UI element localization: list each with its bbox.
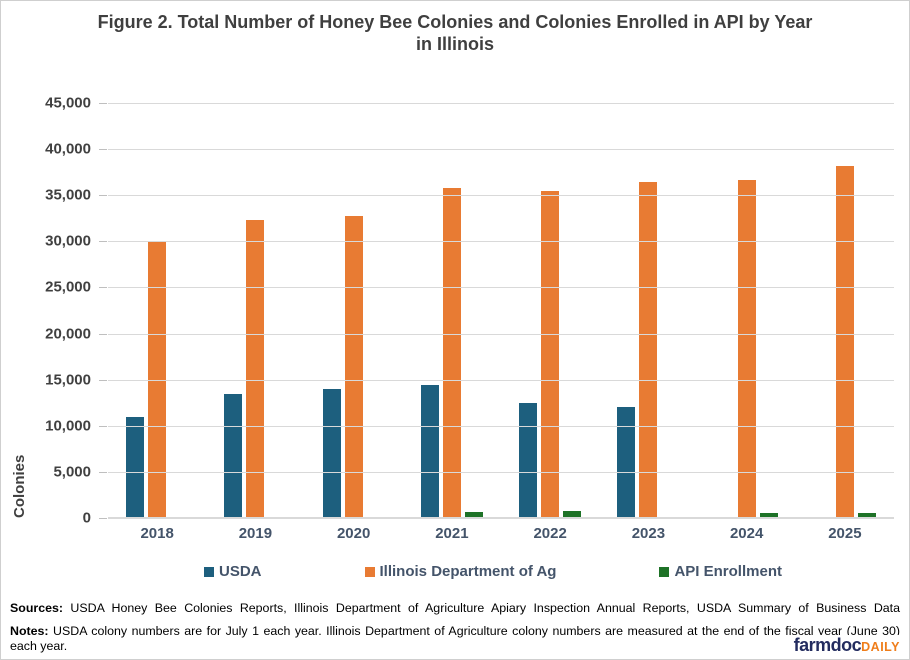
footer: Sources: USDA Honey Bee Colonies Reports…: [10, 601, 900, 653]
legend-swatch-illinois-dept-of-ag: [364, 566, 375, 577]
y-tick-mark-15000: [99, 379, 107, 381]
legend-swatch-usda: [204, 566, 214, 577]
legend-item-illinois-dept-of-ag: Illinois Department of Ag: [364, 563, 557, 580]
bar-group-2019: [206, 103, 304, 518]
notes-text: Notes: USDA colony numbers are for July …: [10, 624, 900, 653]
bar-illinois-department-of-ag-2019: [246, 220, 265, 518]
gridline-40000: [108, 149, 894, 151]
legend-swatch-api-enrollment: [659, 566, 670, 577]
sources-text: Sources: USDA Honey Bee Colonies Reports…: [10, 601, 900, 615]
logo-farmdoc-text: farmdoc: [793, 635, 862, 655]
bar-series-container: [108, 103, 894, 518]
logo-daily-text: DAILY: [861, 640, 900, 654]
bar-api-enrollment-2021: [464, 511, 483, 518]
y-tick-label-10000: 10,000: [45, 417, 91, 435]
notes-label: Notes:: [10, 624, 49, 639]
bar-illinois-department-of-ag-2021: [442, 187, 461, 518]
y-tick-label-40000: 40,000: [45, 140, 91, 158]
gridline-20000: [108, 333, 894, 335]
bar-group-2022: [501, 103, 599, 518]
bar-api-enrollment-2025: [857, 513, 876, 518]
x-label-2022: 2022: [533, 525, 567, 542]
bar-illinois-department-of-ag-2024: [737, 179, 756, 518]
chart-title: Figure 2. Total Number of Honey Bee Colo…: [97, 12, 813, 54]
bar-usda-2021: [420, 385, 439, 518]
gridline-25000: [108, 287, 894, 289]
bar-usda-2023: [617, 407, 636, 518]
bar-group-2024: [698, 103, 796, 518]
y-tick-label-25000: 25,000: [45, 278, 91, 296]
legend-label-api-enrollment: API Enrollment: [674, 563, 782, 580]
gridline-30000: [108, 241, 894, 243]
legend-item-usda: USDA: [204, 563, 262, 580]
y-tick-label-20000: 20,000: [45, 325, 91, 343]
y-tick-mark-0: [99, 518, 107, 519]
y-tick-mark-45000: [99, 103, 107, 104]
y-tick-label-35000: 35,000: [45, 186, 91, 204]
sources-label: Sources:: [10, 601, 64, 615]
x-label-2025: 2025: [828, 525, 862, 542]
farmdoc-daily-logo: farmdocDAILY: [787, 635, 900, 656]
x-label-2024: 2024: [729, 525, 764, 542]
x-axis-labels: 2018 2019 2020 2021 2022 2023 2024 2025: [108, 525, 894, 542]
x-label-2018: 2018: [140, 525, 174, 542]
bar-group-2025: [796, 103, 894, 518]
bar-illinois-department-of-ag-2020: [344, 215, 363, 518]
y-tick-label-45000: 45,000: [45, 94, 91, 112]
y-tick-mark-40000: [99, 149, 107, 151]
x-label-2020: 2020: [336, 525, 371, 542]
gridline-10000: [108, 425, 894, 427]
bar-usda-2022: [519, 402, 538, 518]
plot-area: [99, 103, 894, 519]
gridline-35000: [108, 195, 894, 197]
y-tick-label-30000: 30,000: [45, 232, 91, 250]
bar-usda-2018: [126, 416, 145, 518]
x-label-2019: 2019: [238, 525, 273, 542]
y-tick-mark-10000: [99, 425, 107, 427]
bar-group-2023: [599, 103, 697, 518]
y-axis-tick-labels: 0 5,000 10,000 15,000 20,000 25,000 30,000 35,0…: [1, 95, 93, 527]
y-tick-label-5000: 5,000: [53, 463, 91, 481]
y-tick-mark-20000: [99, 333, 107, 335]
y-tick-label-15000: 15,000: [45, 371, 91, 389]
bar-group-2018: [108, 103, 206, 518]
x-axis-line: [108, 517, 894, 519]
gridline-45000: [108, 103, 894, 104]
legend-label-illinois-dept-of-ag: Illinois Department of Ag: [379, 563, 557, 580]
bar-api-enrollment-2024: [759, 512, 778, 518]
bar-usda-2020: [322, 388, 341, 518]
bar-illinois-department-of-ag-2025: [835, 165, 854, 518]
y-tick-mark-25000: [99, 287, 107, 289]
gridline-15000: [108, 379, 894, 381]
bar-api-enrollment-2022: [563, 510, 582, 518]
bar-usda-2019: [224, 394, 243, 518]
y-tick-label-0: 0: [82, 509, 91, 527]
bar-group-2020: [305, 103, 403, 518]
bar-illinois-department-of-ag-2023: [639, 182, 658, 518]
gridline-5000: [108, 471, 894, 473]
x-label-2023: 2023: [631, 525, 666, 542]
legend-label-usda: USDA: [219, 563, 262, 580]
y-tick-mark-30000: [99, 241, 107, 243]
x-label-2021: 2021: [435, 525, 469, 542]
legend-item-api-enrollment: API Enrollment: [659, 563, 782, 580]
y-tick-mark-35000: [99, 195, 107, 197]
bar-illinois-department-of-ag-2022: [541, 190, 560, 518]
bar-group-2021: [403, 103, 501, 518]
legend: USDA Illinois Department of Ag API Enrol…: [204, 563, 782, 580]
y-tick-mark-5000: [99, 471, 107, 473]
